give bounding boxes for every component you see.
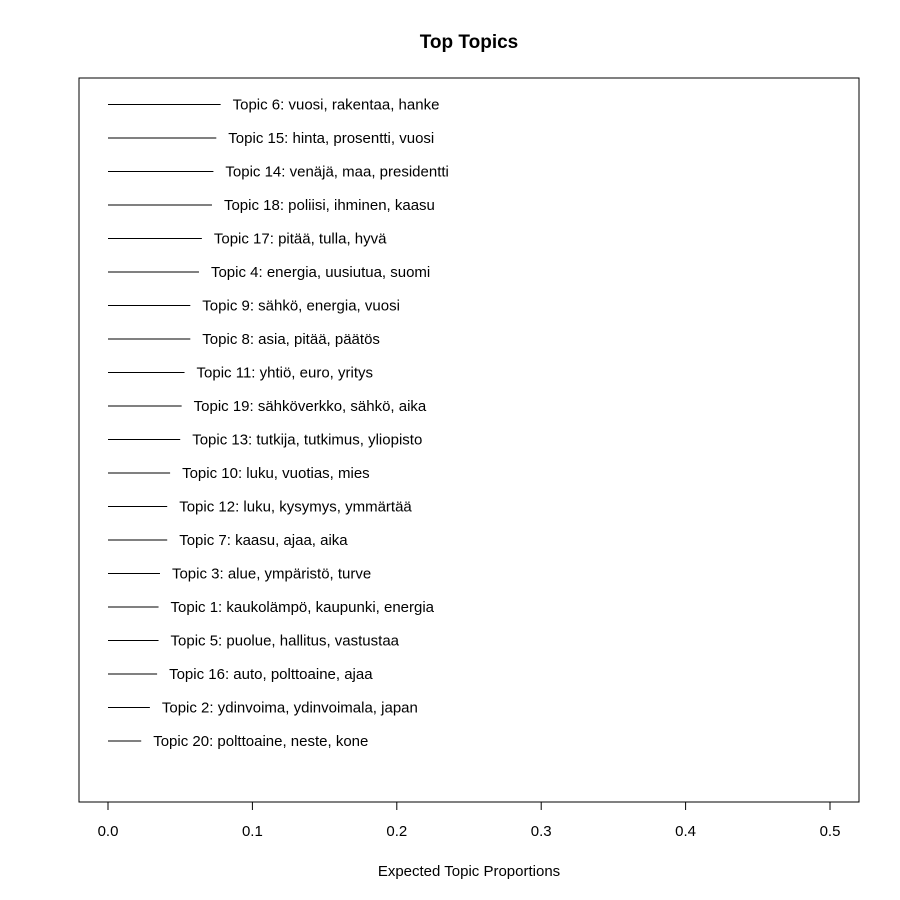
bar-group: Topic 6: vuosi, rakentaa, hanke Topic 15:… [108,97,449,750]
topic-label: Topic 10: luku, vuotias, mies [182,465,370,482]
topic-label: Topic 2: ydinvoima, ydinvoimala, japan [162,700,418,717]
topic-label: Topic 16: auto, polttoaine, ajaa [169,666,373,683]
topic-label: Topic 20: polttoaine, neste, kone [153,733,368,750]
x-tick-label: 0.1 [242,823,263,840]
topic-label: Topic 3: alue, ympäristö, turve [172,566,371,583]
topic-label: Topic 7: kaasu, ajaa, aika [179,532,348,549]
topic-label: Topic 11: yhtiö, euro, yritys [197,365,373,382]
chart-title: Top Topics [420,32,519,53]
x-tick-label: 0.5 [820,823,841,840]
topic-label: Topic 14: venäjä, maa, presidentti [225,164,448,181]
topic-label: Topic 4: energia, uusiutua, suomi [211,264,430,281]
x-axis-label: Expected Topic Proportions [378,863,560,880]
topic-label: Topic 9: sähkö, energia, vuosi [202,298,400,315]
topic-label: Topic 13: tutkija, tutkimus, yliopisto [192,432,422,449]
topic-label: Topic 15: hinta, prosentti, vuosi [228,130,434,147]
topic-label: Topic 17: pitää, tulla, hyvä [214,231,387,248]
topic-label: Topic 12: luku, kysymys, ymmärtää [179,499,412,516]
topic-label: Topic 5: puolue, hallitus, vastustaa [171,633,400,650]
x-axis: 0.0 0.1 0.2 0.3 0.4 0.5 [98,801,841,840]
x-tick-label: 0.4 [675,823,696,840]
x-tick-label: 0.2 [386,823,407,840]
topic-label: Topic 1: kaukolämpö, kaupunki, energia [171,599,435,616]
topic-label: Topic 8: asia, pitää, päätös [202,331,380,348]
topic-label: Topic 18: poliisi, ihminen, kaasu [224,197,435,214]
x-tick-label: 0.0 [98,823,119,840]
topic-label: Topic 6: vuosi, rakentaa, hanke [233,97,440,114]
x-tick-label: 0.3 [531,823,552,840]
topic-label: Topic 19: sähköverkko, sähkö, aika [194,398,427,415]
